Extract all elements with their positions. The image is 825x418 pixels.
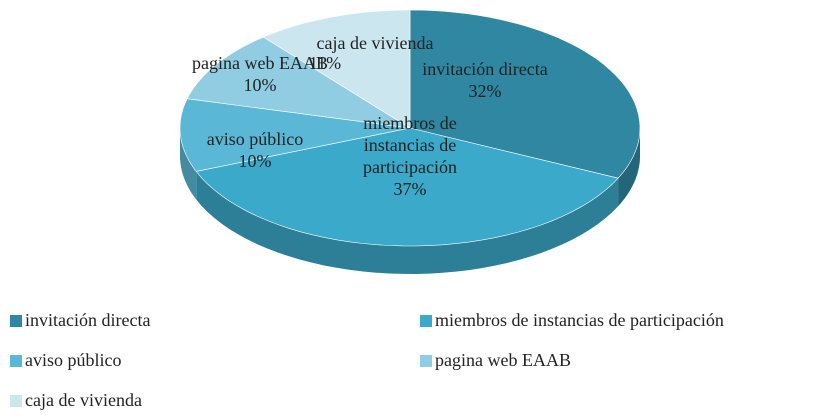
legend-label: miembros de instancias de participación	[435, 310, 724, 330]
legend-label: aviso público	[25, 350, 122, 370]
slice	[195, 127, 619, 247]
legend-item: aviso público	[10, 350, 122, 371]
legend-swatch	[420, 354, 432, 367]
label-name: pagina web EAAB	[192, 53, 328, 73]
legend-item: pagina web EAAB	[420, 350, 571, 371]
label-name: aviso público	[206, 129, 304, 149]
slice	[409, 9, 641, 179]
data-label: invitación directa 32%	[405, 58, 565, 102]
legend-swatch	[10, 394, 22, 407]
data-label: aviso público 10%	[180, 128, 330, 172]
slice-side	[196, 171, 619, 274]
slice	[179, 98, 411, 172]
label-name: caja de vivienda	[316, 33, 434, 53]
legend-swatch	[420, 314, 432, 327]
label-value: 32%	[468, 81, 502, 101]
label-value: 10%	[243, 75, 277, 95]
label-name: invitación directa	[422, 59, 548, 79]
legend-item: caja de vivienda	[10, 390, 142, 411]
legend-swatch	[10, 314, 22, 327]
legend-swatch	[10, 354, 22, 367]
legend-label: caja de vivienda	[25, 390, 142, 410]
pie-area	[179, 9, 641, 274]
slice-side	[180, 128, 197, 200]
legend-label: pagina web EAAB	[435, 350, 571, 370]
legend-item: invitación directa	[10, 310, 150, 331]
slice-side	[618, 128, 640, 207]
label-value: 37%	[393, 179, 427, 199]
data-label: miembros de instancias de participación 3…	[340, 112, 480, 200]
label-value: 10%	[238, 151, 272, 171]
slice	[262, 9, 411, 129]
legend-item: miembros de instancias de participación	[420, 310, 724, 331]
label-name: miembros de instancias de participación	[363, 113, 457, 177]
label-value: 11%	[308, 53, 342, 73]
legend-label: invitación directa	[25, 310, 151, 330]
data-label: pagina web EAAB 10%	[180, 52, 340, 96]
data-label: caja de vivienda 11%	[290, 32, 460, 76]
slice	[186, 36, 411, 129]
